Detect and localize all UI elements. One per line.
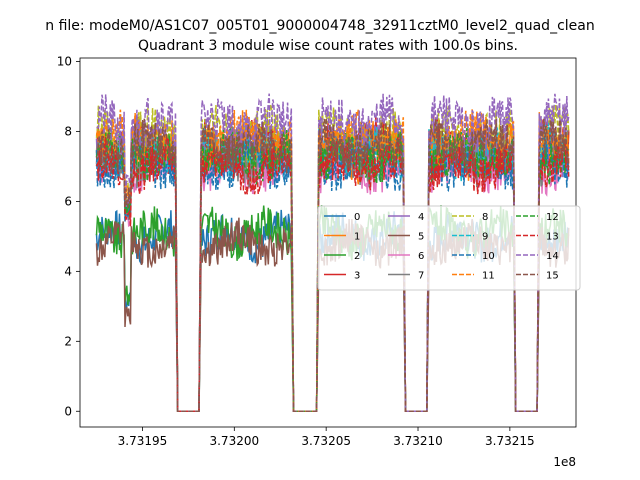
y-tick-label: 6: [64, 194, 72, 208]
legend-label-7: 7: [418, 271, 424, 282]
x-tick-label: 3.73195: [118, 434, 168, 448]
chart-title: Quadrant 3 module wise count rates with …: [138, 38, 518, 54]
legend-label-12: 12: [546, 212, 559, 223]
x-tick-label: 3.73200: [209, 434, 259, 448]
legend-label-4: 4: [418, 212, 424, 223]
series-line-15: [95, 117, 570, 413]
series-lines: [95, 93, 570, 413]
legend-label-13: 13: [546, 232, 559, 243]
legend-label-14: 14: [546, 251, 559, 262]
figure-suptitle: n file: modeM0/AS1C07_005T01_9000004748_…: [45, 18, 594, 34]
x-tick-label: 3.73215: [485, 434, 535, 448]
legend-label-6: 6: [418, 251, 424, 262]
legend-label-5: 5: [418, 232, 424, 243]
y-tick-label: 8: [64, 124, 72, 138]
legend-label-15: 15: [546, 271, 559, 282]
y-axis: 0 2 4 6 8 10: [57, 54, 80, 418]
x-tick-label: 3.73210: [393, 434, 443, 448]
x-tick-label: 3.73205: [301, 434, 351, 448]
x-offset-label: 1e8: [553, 455, 576, 469]
y-tick-label: 2: [64, 334, 72, 348]
legend-label-3: 3: [354, 271, 360, 282]
x-axis: 3.73195 3.73200 3.73205 3.73210 3.73215: [118, 427, 535, 448]
legend-label-2: 2: [354, 251, 360, 262]
y-tick-label: 0: [64, 404, 72, 418]
legend-label-9: 9: [482, 232, 488, 243]
legend-label-8: 8: [482, 212, 488, 223]
legend-label-1: 1: [354, 232, 360, 243]
legend-label-10: 10: [482, 251, 495, 262]
y-tick-label: 10: [57, 54, 72, 68]
y-tick-label: 4: [64, 264, 72, 278]
legend-box: [317, 205, 581, 291]
legend-label-11: 11: [482, 271, 495, 282]
legend-label-0: 0: [354, 212, 360, 223]
